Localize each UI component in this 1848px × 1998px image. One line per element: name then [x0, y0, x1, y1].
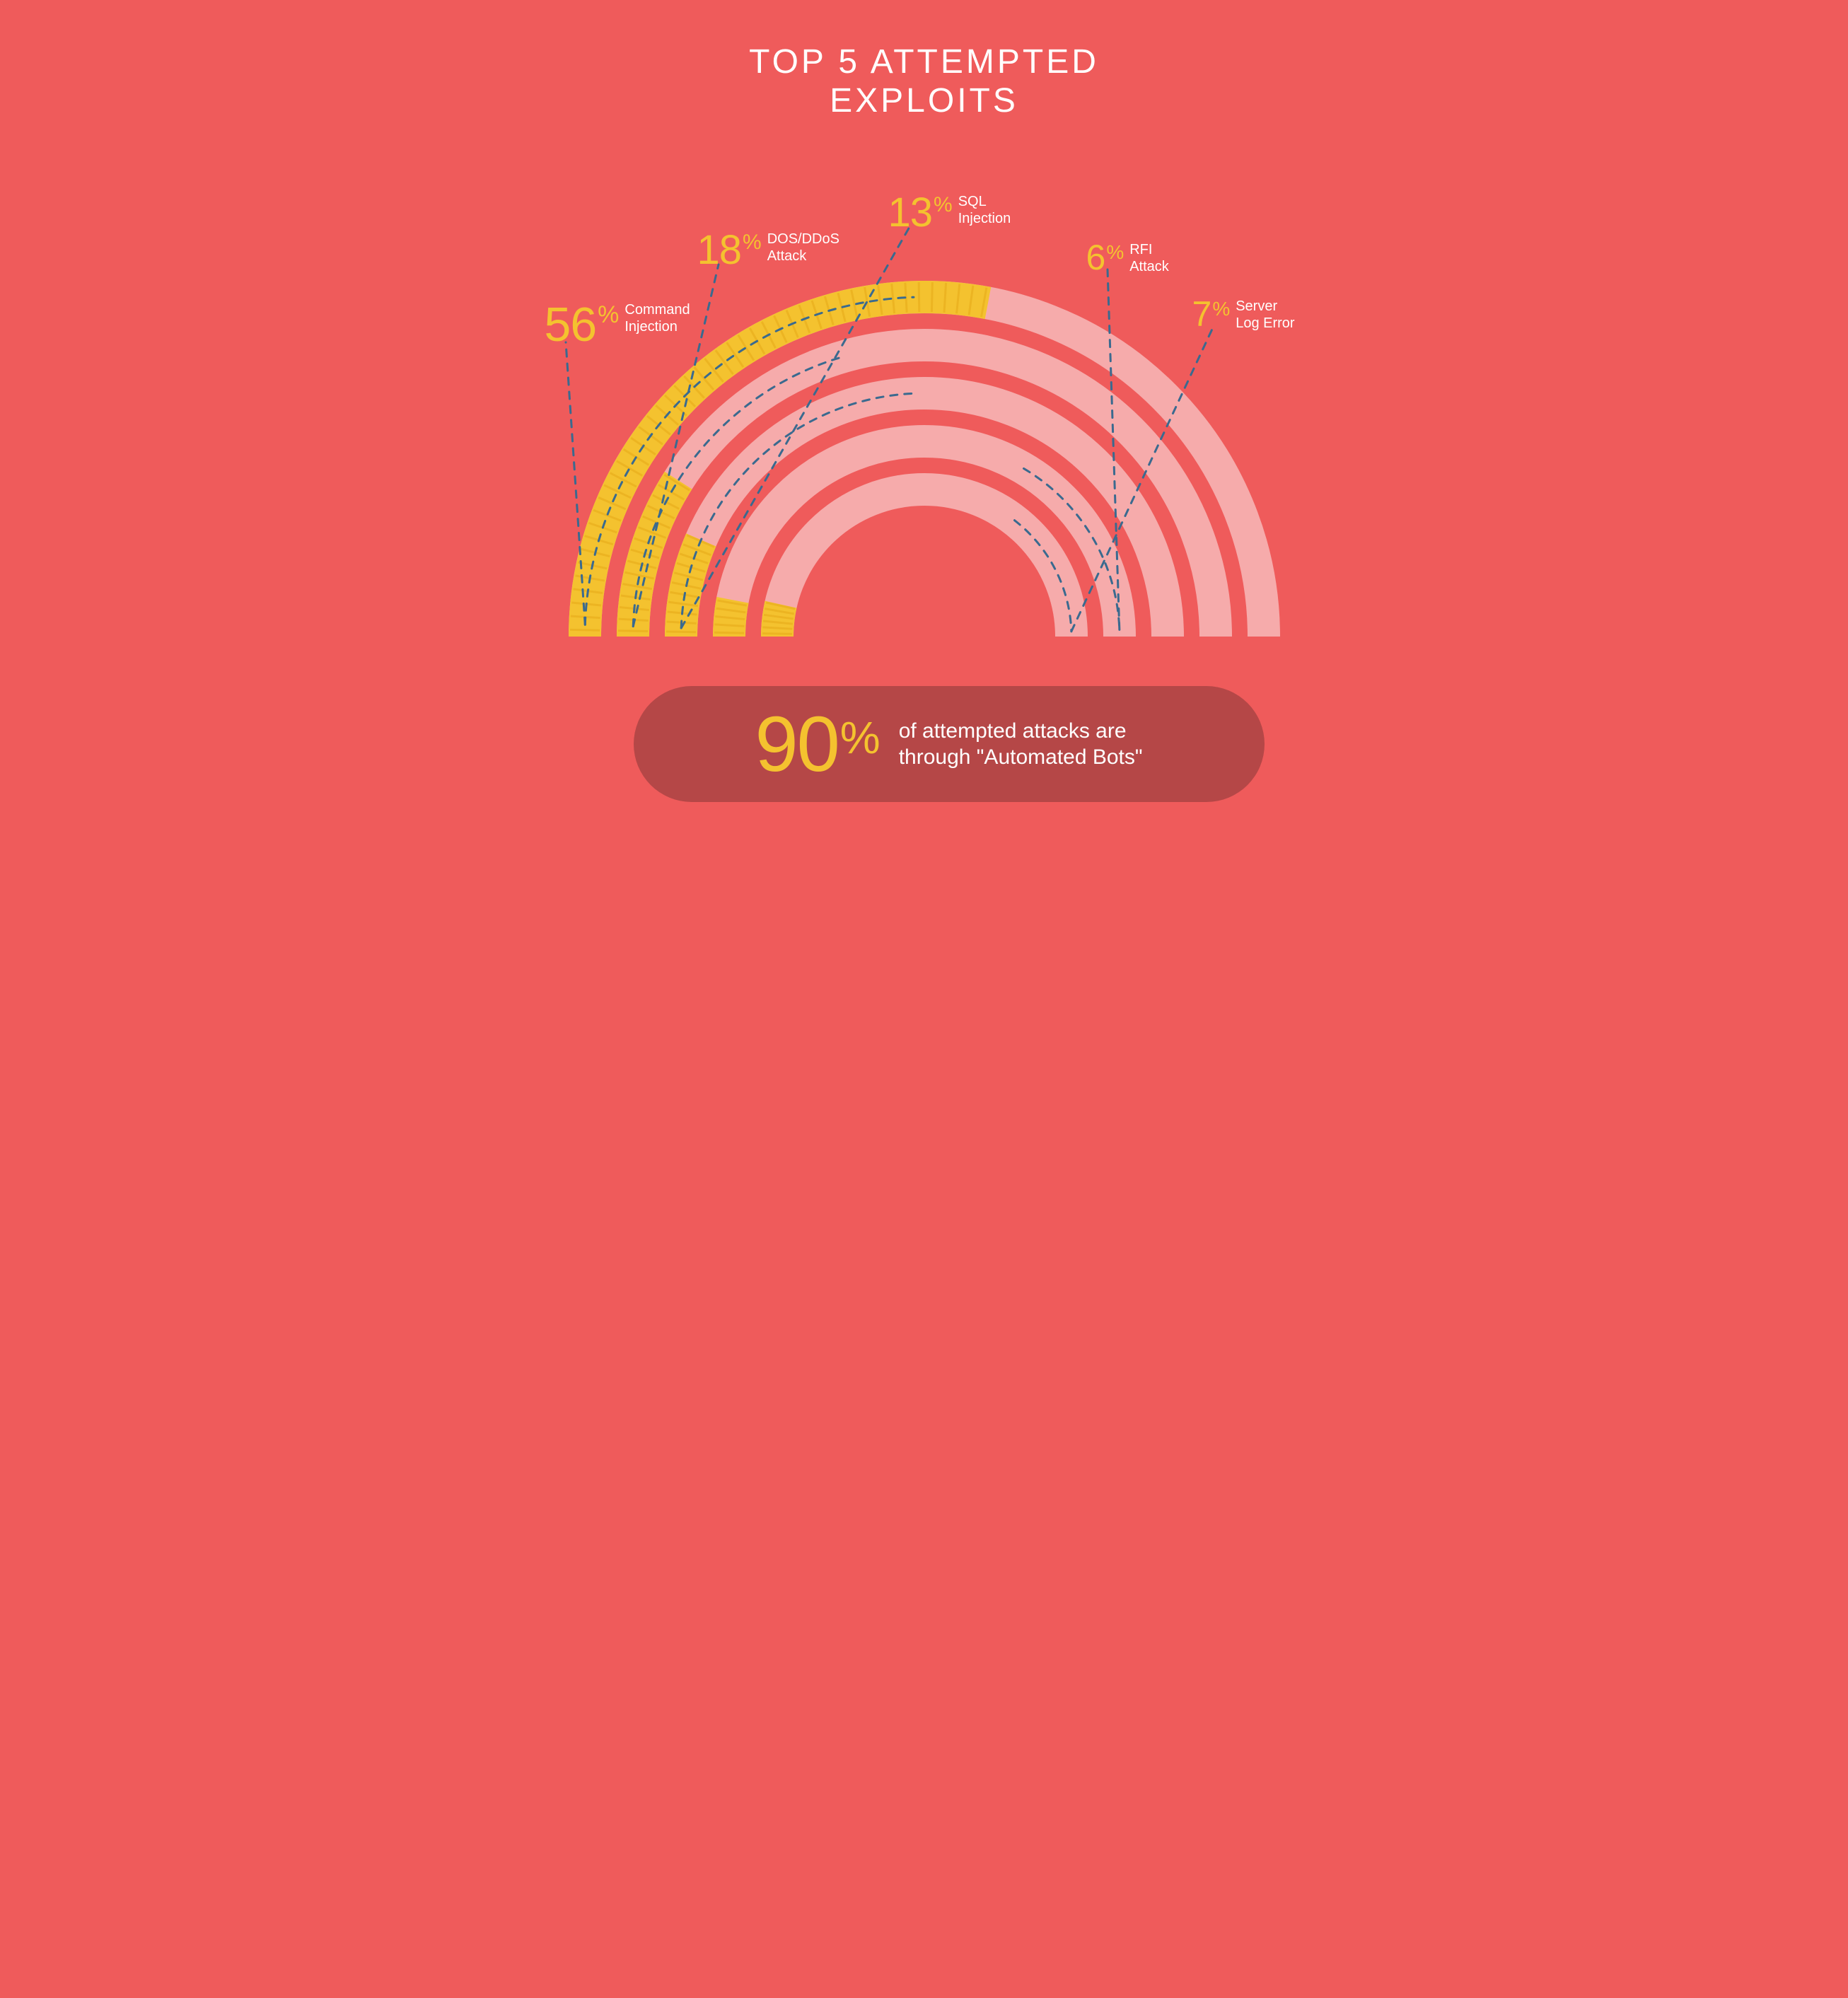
infographic-canvas: TOP 5 ATTEMPTED EXPLOITS 56 % Command In…: [513, 0, 1335, 888]
label-text: SQL Injection: [958, 193, 1011, 227]
callout-percent-value: 90: [755, 699, 838, 789]
percent-value: 7: [1192, 294, 1211, 335]
label-command-injection: 56 % Command Injection: [545, 297, 690, 352]
label-rfi-attack: 6 % RFI Attack: [1086, 237, 1169, 278]
label-dos-ddos: 18 % DOS/DDoS Attack: [697, 226, 839, 274]
percent-sign: %: [1106, 241, 1124, 264]
percent-value: 18: [697, 226, 742, 274]
percent-sign: %: [743, 231, 762, 255]
ring-track: [777, 489, 1071, 637]
label-text: Server Log Error: [1236, 298, 1294, 332]
label-text: DOS/DDoS Attack: [767, 231, 839, 265]
label-server-log-error: 7 % Server Log Error: [1192, 294, 1295, 335]
percent-value: 6: [1086, 237, 1105, 278]
percent-value: 56: [545, 297, 597, 352]
percent-sign: %: [1212, 298, 1230, 320]
ring-value: [777, 605, 781, 637]
label-sql-injection: 13 % SQL Injection: [888, 189, 1011, 236]
callout-text: of attempted attacks are through "Automa…: [899, 718, 1143, 771]
percent-value: 13: [888, 189, 933, 236]
callout-pill: 90 % of attempted attacks are through "A…: [634, 686, 1265, 802]
callout-percent-sign: %: [840, 712, 881, 764]
label-text: RFI Attack: [1129, 241, 1169, 275]
percent-sign: %: [934, 193, 953, 217]
percent-sign: %: [598, 301, 619, 329]
label-text: Command Injection: [624, 301, 690, 335]
